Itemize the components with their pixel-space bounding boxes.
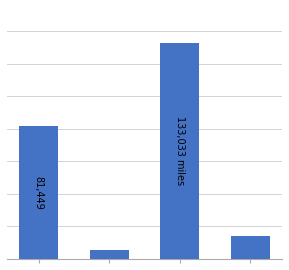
Bar <box>231 236 270 259</box>
Text: 81,449: 81,449 <box>34 176 44 210</box>
Text: 133,033 miles: 133,033 miles <box>175 116 185 185</box>
Bar <box>19 127 58 259</box>
Bar <box>90 250 129 259</box>
Bar <box>160 43 199 259</box>
